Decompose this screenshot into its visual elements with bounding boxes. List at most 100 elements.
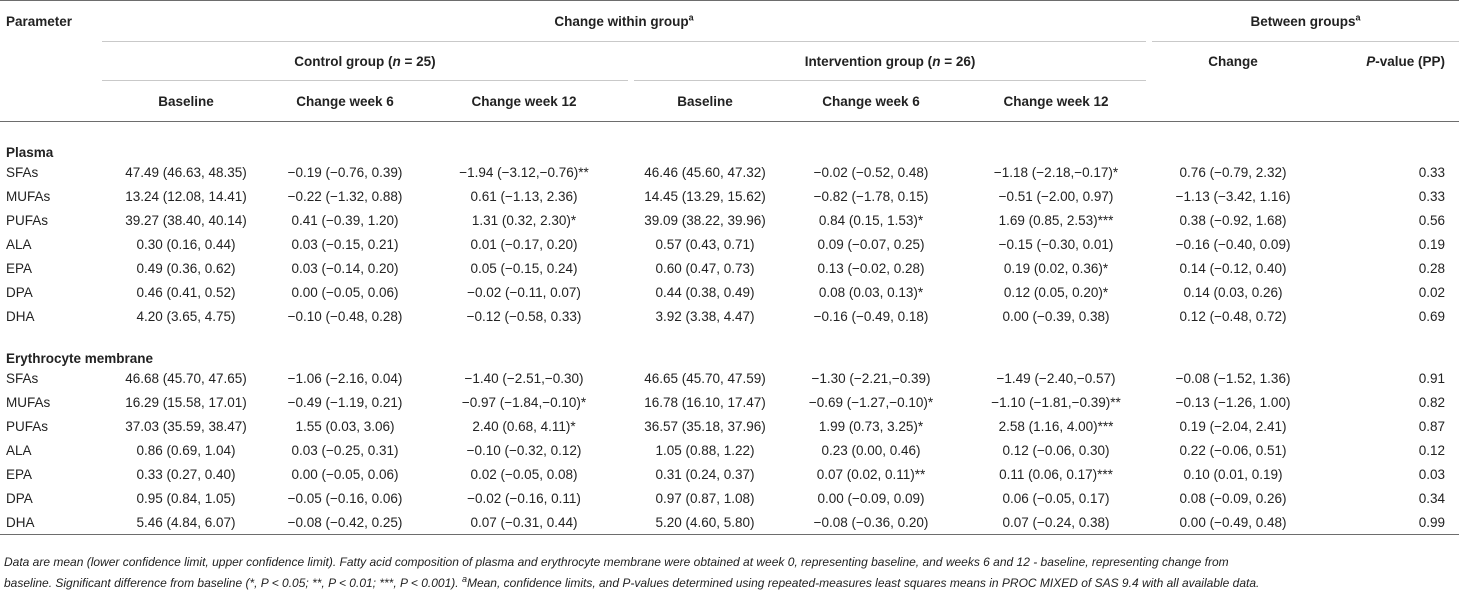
control-week6-header: Change week 6 [296, 93, 394, 109]
table-row: PUFAs 37.03 (35.59, 38.47) 1.55 (0.03, 3.0… [0, 414, 1459, 438]
header-row-2: Control group (n = 25) Intervention grou… [0, 41, 1459, 81]
control-baseline-cell: 0.46 (0.41, 0.52) [136, 284, 236, 300]
control-week12-cell: 0.61 (−1.13, 2.36) [470, 188, 578, 204]
control-baseline-header: Baseline [158, 93, 214, 109]
intervention-week6-cell: −0.02 (−0.52, 0.48) [813, 164, 929, 180]
parameter-cell: MUFAs [6, 394, 51, 410]
pvalue-cell: 0.02 [1418, 284, 1446, 300]
intervention-week6-header: Change week 6 [822, 93, 920, 109]
control-baseline-cell: 47.49 (46.63, 48.35) [125, 164, 247, 180]
control-week6-cell: −0.08 (−0.42, 0.25) [287, 514, 403, 530]
intervention-week6-cell: 0.09 (−0.07, 0.25) [817, 236, 925, 252]
between-change-cell: 0.14 (0.03, 0.26) [1183, 284, 1283, 300]
intervention-baseline-cell: 46.46 (45.60, 47.32) [644, 164, 766, 180]
between-change-cell: −0.08 (−1.52, 1.36) [1175, 370, 1291, 386]
control-baseline-cell: 16.29 (15.58, 17.01) [125, 394, 247, 410]
pvalue-cell: 0.82 [1418, 394, 1446, 410]
between-change-cell: 0.19 (−2.04, 2.41) [1179, 418, 1287, 434]
table-row: DPA 0.46 (0.41, 0.52) 0.00 (−0.05, 0.06) −0… [0, 280, 1459, 304]
intervention-week6-cell: 0.23 (0.00, 0.46) [821, 442, 921, 458]
control-week12-cell: −1.94 (−3.12,−0.76)** [459, 164, 589, 180]
intervention-week6-cell: 0.84 (0.15, 1.53)* [818, 212, 924, 228]
intervention-week6-cell: −0.08 (−0.36, 0.20) [813, 514, 929, 530]
intervention-week12-cell: 1.69 (0.85, 2.53)*** [998, 212, 1114, 228]
between-change-cell: 0.14 (−0.12, 0.40) [1179, 260, 1287, 276]
control-week6-cell: −0.22 (−1.32, 0.88) [287, 188, 403, 204]
table-row: DHA 4.20 (3.65, 4.75) −0.10 (−0.48, 0.28) −… [0, 304, 1459, 328]
parameter-cell: SFAs [6, 370, 39, 386]
intervention-baseline-cell: 0.60 (0.47, 0.73) [655, 260, 755, 276]
between-change-cell: 0.22 (−0.06, 0.51) [1179, 442, 1287, 458]
intervention-week6-cell: 1.99 (0.73, 3.25)* [818, 418, 924, 434]
control-baseline-cell: 37.03 (35.59, 38.47) [125, 418, 247, 434]
between-change-cell: 0.00 (−0.49, 0.48) [1179, 514, 1287, 530]
parameter-cell: MUFAs [6, 188, 51, 204]
control-week6-cell: −0.10 (−0.48, 0.28) [287, 308, 403, 324]
footnote-line-2: baseline. Significant difference from ba… [4, 574, 1260, 591]
intervention-baseline-cell: 36.57 (35.18, 37.96) [644, 418, 766, 434]
intervention-week12-cell: −0.15 (−0.30, 0.01) [998, 236, 1114, 252]
intervention-week6-cell: 0.00 (−0.09, 0.09) [817, 490, 925, 506]
control-week6-cell: 1.55 (0.03, 3.06) [295, 418, 395, 434]
control-baseline-cell: 0.30 (0.16, 0.44) [136, 236, 236, 252]
table-body: Plasma SFAs 47.49 (46.63, 48.35) −0.19 (−0.… [0, 122, 1460, 535]
table-row: MUFAs 13.24 (12.08, 14.41) −0.22 (−1.32, 0… [0, 184, 1459, 208]
control-week12-cell: −0.02 (−0.11, 0.07) [467, 284, 581, 300]
control-baseline-cell: 0.49 (0.36, 0.62) [136, 260, 236, 276]
control-week6-cell: 0.03 (−0.15, 0.21) [291, 236, 399, 252]
parameter-cell: ALA [6, 442, 32, 458]
control-week6-cell: 0.41 (−0.39, 1.20) [291, 212, 399, 228]
intervention-week12-header: Change week 12 [1003, 93, 1109, 109]
intervention-week12-cell: 0.07 (−0.24, 0.38) [1002, 514, 1110, 530]
table-row: EPA 0.33 (0.27, 0.40) 0.00 (−0.05, 0.06) 0.… [0, 462, 1459, 486]
pvalue-header: P-value (PP) [1366, 53, 1446, 69]
section-title: Plasma [6, 145, 54, 160]
table-row: ALA 0.30 (0.16, 0.44) 0.03 (−0.15, 0.21) 0.… [0, 232, 1459, 256]
parameter-cell: PUFAs [6, 212, 49, 228]
between-change-cell: 0.38 (−0.92, 1.68) [1179, 212, 1287, 228]
control-week12-cell: −0.02 (−0.16, 0.11) [467, 490, 581, 506]
intervention-week6-cell: −0.69 (−1.27,−0.10)* [808, 394, 934, 410]
control-week12-cell: −0.10 (−0.32, 0.12) [466, 442, 582, 458]
fatty-acid-table: Parameter Change within groupa Between g… [0, 0, 1460, 535]
control-week6-cell: −1.06 (−2.16, 0.04) [287, 370, 403, 386]
intervention-baseline-cell: 0.31 (0.24, 0.37) [655, 466, 755, 482]
control-week6-cell: −0.49 (−1.19, 0.21) [287, 394, 403, 410]
pvalue-cell: 0.99 [1418, 514, 1446, 530]
control-baseline-cell: 0.33 (0.27, 0.40) [136, 466, 236, 482]
intervention-week6-cell: 0.13 (−0.02, 0.28) [817, 260, 925, 276]
pvalue-cell: 0.28 [1418, 260, 1446, 276]
table-row: ALA 0.86 (0.69, 1.04) 0.03 (−0.25, 0.31) −0… [0, 438, 1459, 462]
intervention-week12-cell: 0.12 (0.05, 0.20)* [1003, 284, 1109, 300]
intervention-week12-cell: 0.11 (0.06, 0.17)*** [999, 466, 1113, 482]
intervention-week12-cell: 2.58 (1.16, 4.00)*** [998, 418, 1114, 434]
intervention-group-header: Intervention group (n = 26) [634, 41, 1147, 81]
pvalue-cell: 0.03 [1418, 466, 1446, 482]
parameter-cell: DHA [6, 514, 35, 530]
control-week6-cell: 0.00 (−0.05, 0.06) [291, 466, 399, 482]
between-change-cell: 0.12 (−0.48, 0.72) [1179, 308, 1287, 324]
intervention-baseline-cell: 14.45 (13.29, 15.62) [644, 188, 766, 204]
section-row: Erythrocyte membrane [0, 328, 1459, 366]
control-week6-cell: −0.05 (−0.16, 0.06) [287, 490, 403, 506]
table-row: SFAs 47.49 (46.63, 48.35) −0.19 (−0.76, 0.… [0, 160, 1459, 184]
intervention-baseline-cell: 39.09 (38.22, 39.96) [644, 212, 766, 228]
footnote-line-1: Data are mean (lower confidence limit, u… [4, 555, 1229, 569]
control-week12-cell: 1.31 (0.32, 2.30)* [471, 212, 577, 228]
intervention-week12-cell: 0.19 (0.02, 0.36)* [1003, 260, 1109, 276]
intervention-week6-cell: −0.82 (−1.78, 0.15) [813, 188, 929, 204]
table-row: SFAs 46.68 (45.70, 47.65) −1.06 (−2.16, 0.… [0, 366, 1459, 390]
control-baseline-cell: 5.46 (4.84, 6.07) [136, 514, 236, 530]
intervention-week6-cell: −0.16 (−0.49, 0.18) [813, 308, 929, 324]
within-group-header: Change within groupa [102, 0, 1147, 42]
table-row: EPA 0.49 (0.36, 0.62) 0.03 (−0.14, 0.20) 0.… [0, 256, 1459, 280]
control-baseline-cell: 4.20 (3.65, 4.75) [136, 308, 236, 324]
intervention-week12-cell: −1.10 (−1.81,−0.39)** [991, 394, 1121, 410]
parameter-cell: EPA [6, 260, 33, 276]
header-row-1: Parameter Change within groupa Between g… [0, 0, 1460, 42]
intervention-baseline-cell: 3.92 (3.38, 4.47) [655, 308, 755, 324]
control-group-header: Control group (n = 25) [102, 41, 628, 81]
intervention-week12-cell: −1.49 (−2.40,−0.57) [996, 370, 1116, 386]
intervention-week6-cell: −1.30 (−2.21,−0.39) [811, 370, 931, 386]
parameter-cell: SFAs [6, 164, 39, 180]
